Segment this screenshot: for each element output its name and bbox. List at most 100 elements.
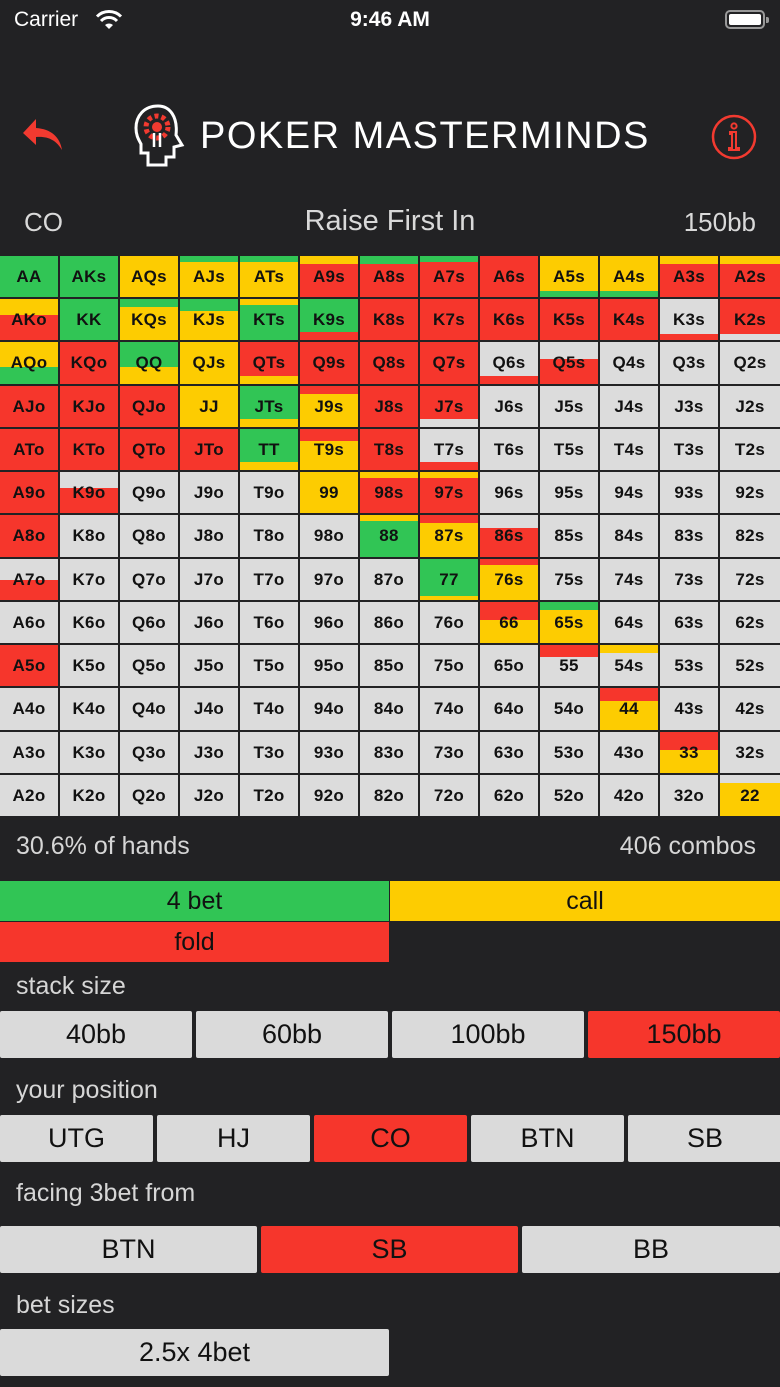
hand-cell[interactable]: QQ: [120, 342, 178, 384]
hand-cell[interactable]: J4o: [180, 688, 238, 730]
hand-cell[interactable]: K2o: [60, 775, 118, 816]
hand-cell[interactable]: 55: [540, 645, 598, 686]
stack-size-button[interactable]: 100bb: [392, 1011, 584, 1058]
stack-size-button[interactable]: 150bb: [588, 1011, 780, 1058]
hand-cell[interactable]: T9s: [300, 429, 358, 470]
info-icon[interactable]: [710, 113, 758, 161]
hand-cell[interactable]: 93o: [300, 732, 358, 773]
hand-cell[interactable]: 88: [360, 515, 418, 557]
hand-cell[interactable]: T2o: [240, 775, 298, 816]
hand-cell[interactable]: JJ: [180, 386, 238, 427]
hand-cell[interactable]: Q7s: [420, 342, 478, 384]
facing-3bet-button[interactable]: BTN: [0, 1226, 257, 1273]
hand-cell[interactable]: T5o: [240, 645, 298, 686]
hand-cell[interactable]: ATo: [0, 429, 58, 470]
bet-size-button[interactable]: 2.5x 4bet: [0, 1329, 389, 1376]
hand-cell[interactable]: 74o: [420, 688, 478, 730]
hand-cell[interactable]: 86s: [480, 515, 538, 557]
hand-cell[interactable]: J6s: [480, 386, 538, 427]
hand-cell[interactable]: J3s: [660, 386, 718, 427]
hand-cell[interactable]: JTo: [180, 429, 238, 470]
hand-cell[interactable]: T6o: [240, 602, 298, 643]
hand-cell[interactable]: K5o: [60, 645, 118, 686]
hand-cell[interactable]: T6s: [480, 429, 538, 470]
hand-cell[interactable]: A4s: [600, 256, 658, 297]
hand-cell[interactable]: Q6o: [120, 602, 178, 643]
hand-cell[interactable]: Q3o: [120, 732, 178, 773]
hand-cell[interactable]: A4o: [0, 688, 58, 730]
hand-cell[interactable]: KTo: [60, 429, 118, 470]
stack-size-button[interactable]: 40bb: [0, 1011, 192, 1058]
hand-cell[interactable]: 54s: [600, 645, 658, 686]
hand-cell[interactable]: Q2o: [120, 775, 178, 816]
hand-cell[interactable]: 62o: [480, 775, 538, 816]
hand-cell[interactable]: 64o: [480, 688, 538, 730]
hand-cell[interactable]: K3o: [60, 732, 118, 773]
hand-cell[interactable]: AJs: [180, 256, 238, 297]
hand-cell[interactable]: 73o: [420, 732, 478, 773]
hand-cell[interactable]: 95s: [540, 472, 598, 513]
hand-cell[interactable]: 63s: [660, 602, 718, 643]
hand-cell[interactable]: QTs: [240, 342, 298, 384]
hand-cell[interactable]: A8s: [360, 256, 418, 297]
hand-cell[interactable]: K4s: [600, 299, 658, 340]
hand-cell[interactable]: J2s: [720, 386, 780, 427]
hand-cell[interactable]: QTo: [120, 429, 178, 470]
hand-cell[interactable]: A6s: [480, 256, 538, 297]
hand-cell[interactable]: 22: [720, 775, 780, 816]
hand-cell[interactable]: 99: [300, 472, 358, 513]
hand-cell[interactable]: 75o: [420, 645, 478, 686]
hand-cell[interactable]: 42s: [720, 688, 780, 730]
hand-cell[interactable]: A2o: [0, 775, 58, 816]
hand-cell[interactable]: 87s: [420, 515, 478, 557]
hand-cell[interactable]: K6o: [60, 602, 118, 643]
hand-cell[interactable]: A6o: [0, 602, 58, 643]
hand-cell[interactable]: A3s: [660, 256, 718, 297]
hand-cell[interactable]: 33: [660, 732, 718, 773]
hand-cell[interactable]: T3s: [660, 429, 718, 470]
hand-cell[interactable]: T3o: [240, 732, 298, 773]
hand-cell[interactable]: J2o: [180, 775, 238, 816]
hand-cell[interactable]: T9o: [240, 472, 298, 513]
hand-cell[interactable]: 43s: [660, 688, 718, 730]
hand-cell[interactable]: 85o: [360, 645, 418, 686]
hand-cell[interactable]: 77: [420, 559, 478, 600]
hand-cell[interactable]: T8o: [240, 515, 298, 557]
facing-3bet-button[interactable]: SB: [261, 1226, 518, 1273]
hand-cell[interactable]: Q3s: [660, 342, 718, 384]
hand-cell[interactable]: K2s: [720, 299, 780, 340]
hand-cell[interactable]: 95o: [300, 645, 358, 686]
hand-cell[interactable]: 76s: [480, 559, 538, 600]
hand-cell[interactable]: 84o: [360, 688, 418, 730]
hand-cell[interactable]: Q2s: [720, 342, 780, 384]
hand-cell[interactable]: K9o: [60, 472, 118, 513]
hand-cell[interactable]: K7o: [60, 559, 118, 600]
hand-cell[interactable]: 52s: [720, 645, 780, 686]
hand-cell[interactable]: T4o: [240, 688, 298, 730]
hand-cell[interactable]: K8s: [360, 299, 418, 340]
hand-cell[interactable]: 97s: [420, 472, 478, 513]
hand-cell[interactable]: J4s: [600, 386, 658, 427]
hand-cell[interactable]: 76o: [420, 602, 478, 643]
hand-cell[interactable]: AKs: [60, 256, 118, 297]
hand-cell[interactable]: 97o: [300, 559, 358, 600]
hand-cell[interactable]: J3o: [180, 732, 238, 773]
hand-cell[interactable]: Q9o: [120, 472, 178, 513]
hand-cell[interactable]: A5s: [540, 256, 598, 297]
hand-cell[interactable]: K8o: [60, 515, 118, 557]
hand-cell[interactable]: AQs: [120, 256, 178, 297]
hand-cell[interactable]: 92s: [720, 472, 780, 513]
hand-cell[interactable]: 32s: [720, 732, 780, 773]
hand-cell[interactable]: Q5s: [540, 342, 598, 384]
hand-cell[interactable]: J5s: [540, 386, 598, 427]
position-button[interactable]: SB: [628, 1115, 780, 1162]
hand-cell[interactable]: 44: [600, 688, 658, 730]
hand-cell[interactable]: 87o: [360, 559, 418, 600]
hand-cell[interactable]: 82o: [360, 775, 418, 816]
hand-cell[interactable]: A9o: [0, 472, 58, 513]
hand-cell[interactable]: 62s: [720, 602, 780, 643]
hand-cell[interactable]: J7o: [180, 559, 238, 600]
hand-cell[interactable]: J9o: [180, 472, 238, 513]
hand-cell[interactable]: T8s: [360, 429, 418, 470]
hand-cell[interactable]: KQs: [120, 299, 178, 340]
